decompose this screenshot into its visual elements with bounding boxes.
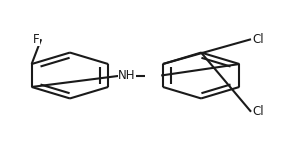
Text: Cl: Cl bbox=[252, 105, 264, 118]
Text: NH: NH bbox=[118, 69, 136, 82]
Text: Cl: Cl bbox=[252, 33, 264, 46]
Text: F: F bbox=[33, 33, 40, 46]
